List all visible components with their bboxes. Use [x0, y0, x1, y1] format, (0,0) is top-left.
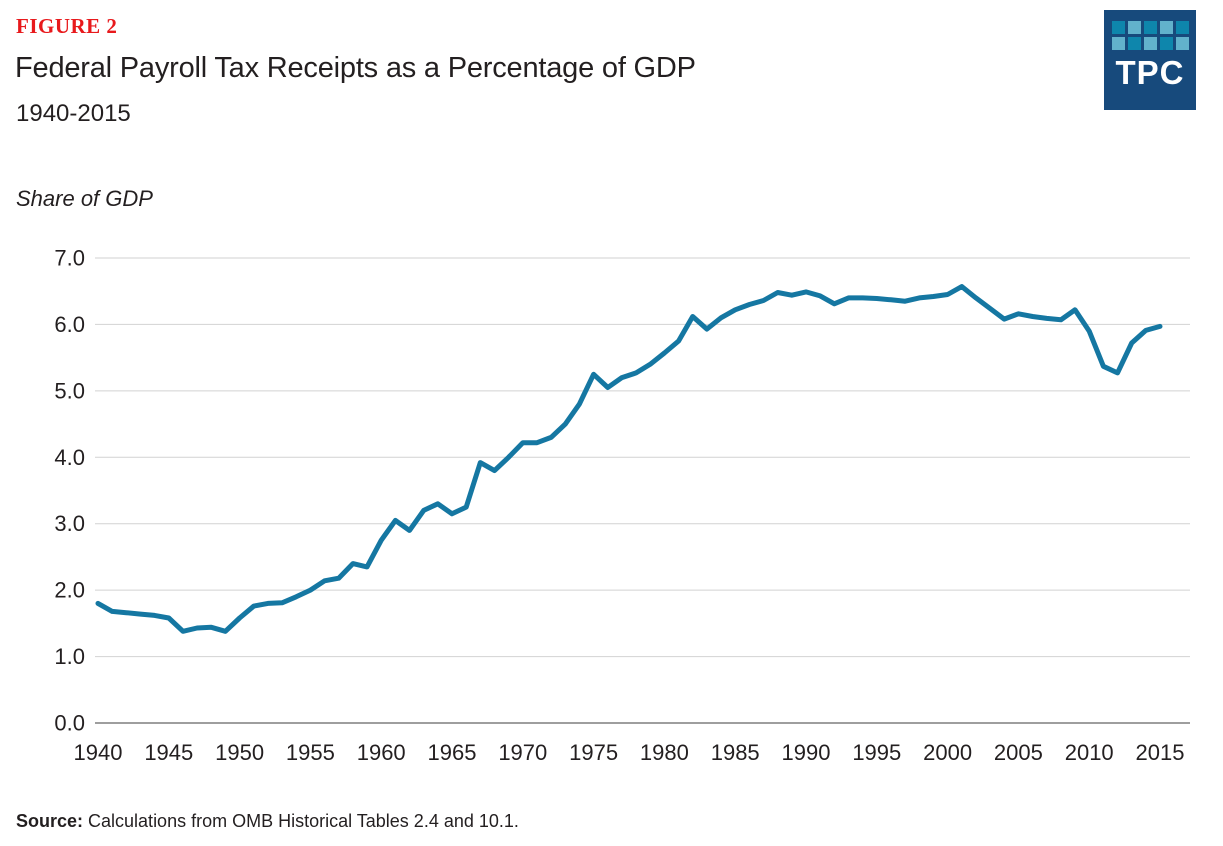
logo-square-icon: [1127, 21, 1141, 34]
y-tick-label: 3.0: [54, 511, 85, 536]
x-tick-label: 1990: [782, 740, 831, 765]
x-tick-label: 1975: [569, 740, 618, 765]
y-tick-label: 1.0: [54, 644, 85, 669]
source-note: Source: Calculations from OMB Historical…: [16, 811, 519, 832]
y-tick-label: 5.0: [54, 378, 85, 403]
x-tick-label: 2010: [1065, 740, 1114, 765]
logo-square-icon: [1143, 21, 1157, 34]
figure-label: FIGURE 2: [16, 14, 118, 38]
x-tick-label: 1965: [428, 740, 477, 765]
logo-square-icon: [1159, 21, 1173, 34]
y-axis-unit-label: Share of GDP: [16, 186, 153, 211]
y-tick-label: 2.0: [54, 578, 85, 603]
source-text: Calculations from OMB Historical Tables …: [83, 811, 519, 831]
tpc-logo-grid-icon: [1111, 21, 1189, 50]
payroll-tax-line: [95, 284, 1163, 634]
x-tick-label: 1980: [640, 740, 689, 765]
chart-title: Federal Payroll Tax Receipts as a Percen…: [15, 52, 696, 84]
y-tick-label: 0.0: [54, 711, 85, 736]
x-tick-label: 1970: [498, 740, 547, 765]
tpc-logo-text: TPC: [1115, 54, 1185, 91]
logo-square-icon: [1111, 21, 1125, 34]
logo-square-icon: [1159, 37, 1173, 50]
x-tick-label: 1960: [357, 740, 406, 765]
y-tick-label: 4.0: [54, 445, 85, 470]
x-tick-label: 2005: [994, 740, 1043, 765]
source-label: Source:: [16, 811, 84, 831]
y-tick-label: 6.0: [54, 312, 85, 337]
y-tick-label: 7.0: [54, 246, 85, 271]
x-tick-label: 1940: [74, 740, 123, 765]
logo-square-icon: [1111, 37, 1125, 50]
logo-square-icon: [1127, 37, 1141, 50]
logo-square-icon: [1143, 37, 1157, 50]
logo-square-icon: [1175, 37, 1189, 50]
logo-square-icon: [1175, 21, 1189, 34]
chart-subtitle: 1940-2015: [16, 100, 131, 127]
x-tick-label: 1995: [852, 740, 901, 765]
x-tick-label: 1955: [286, 740, 335, 765]
x-tick-label: 2015: [1136, 740, 1185, 765]
x-tick-label: 1950: [215, 740, 264, 765]
x-tick-label: 1985: [711, 740, 760, 765]
x-tick-label: 2000: [923, 740, 972, 765]
tpc-logo: TPC: [1104, 10, 1196, 110]
x-tick-label: 1945: [144, 740, 193, 765]
